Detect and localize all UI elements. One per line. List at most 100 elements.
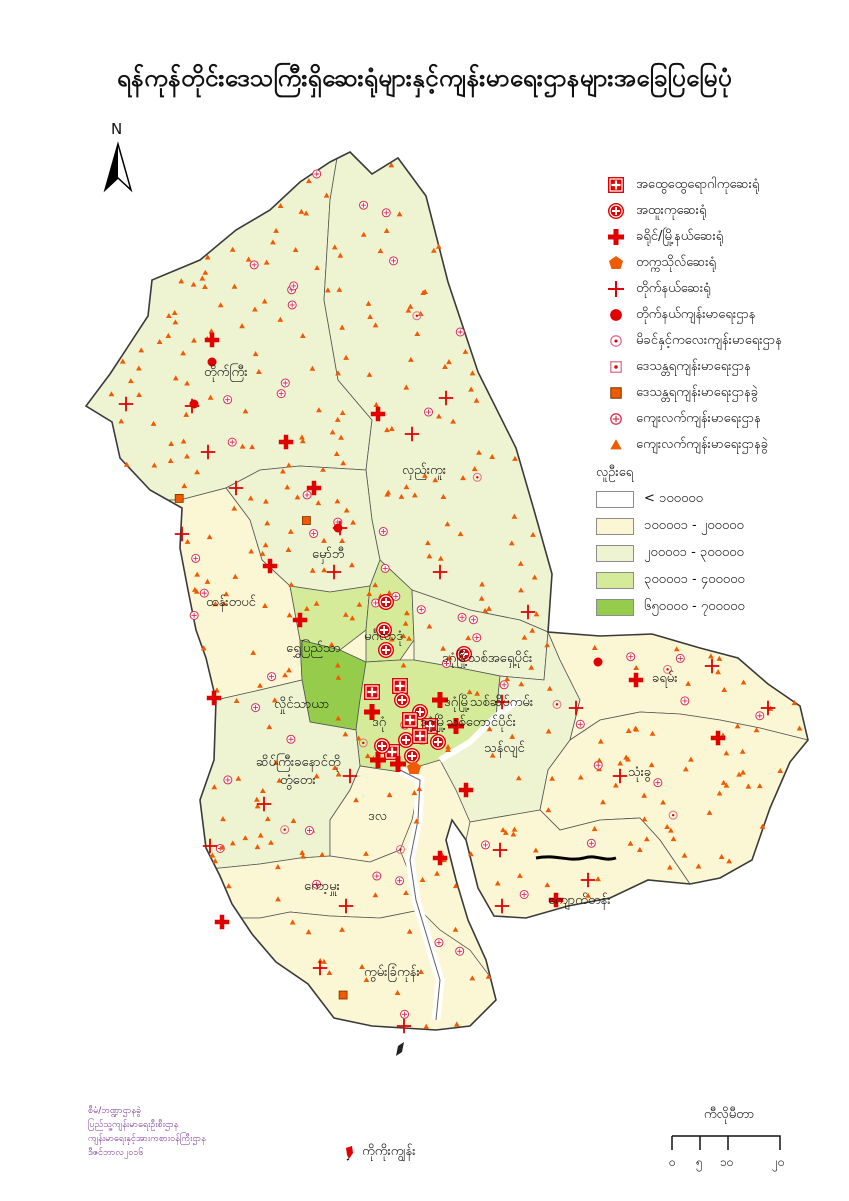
- triangle-icon: [339, 409, 346, 416]
- triangle-icon: [585, 892, 591, 898]
- triangle-icon: [517, 560, 524, 566]
- label-taikkyi: တိုက်ကြီး: [204, 363, 248, 382]
- triangle-icon: [479, 581, 485, 587]
- label-dala: ဒလ: [368, 809, 387, 824]
- triangle-icon: [486, 726, 493, 732]
- triangle-icon: [446, 654, 453, 660]
- thin-cross-icon: [202, 838, 218, 854]
- population-class-label: ၂၀၀၀၀၁ - ၃၀၀၀၀၀: [644, 545, 744, 560]
- triangle-icon: [414, 330, 421, 337]
- triangle-icon: [494, 880, 501, 886]
- triangle-icon: [335, 674, 342, 680]
- legend-item: ကျေးလက်ကျန်းမာရေးဌာန: [596, 406, 846, 432]
- circle-plus-icon: [395, 876, 405, 886]
- triangle-icon: [432, 477, 439, 483]
- triangle-icon: [388, 636, 395, 642]
- triangle-icon: [510, 831, 517, 837]
- triangle-icon: [452, 883, 459, 889]
- triangle-icon: [303, 210, 309, 216]
- circle-plus-icon: [519, 889, 529, 899]
- triangle-icon: [288, 581, 295, 587]
- label-kyauktan: ကျောက်တန်း: [548, 892, 611, 910]
- triangle-icon: [716, 655, 723, 661]
- bold-cross-icon: [458, 782, 474, 798]
- triangle-icon: [184, 538, 191, 544]
- triangle-icon: [791, 700, 798, 706]
- legend-item: တက္ကသိုလ်ဆေးရုံ: [596, 250, 846, 276]
- legend-population-title: လူဦးရေ: [596, 464, 634, 480]
- triangle-icon: [403, 384, 410, 390]
- triangle-icon: [314, 264, 320, 271]
- filled-dot-icon: [596, 304, 636, 326]
- triangle-icon: [209, 852, 216, 858]
- bold-cross-icon: [306, 480, 322, 496]
- triangle-icon: [342, 731, 349, 737]
- triangle-icon: [294, 494, 301, 500]
- triangle-icon: [708, 653, 714, 659]
- thin-cross-icon: [432, 564, 448, 580]
- label-mingaladon: မင်္ဂလာဒုံ: [364, 628, 403, 646]
- triangle-icon: [500, 827, 506, 833]
- triangle-icon: [688, 756, 694, 762]
- bold-cross-icon: [596, 226, 636, 248]
- triangle-icon: [339, 537, 345, 544]
- triangle-icon: [156, 338, 163, 345]
- triangle-icon: [229, 246, 236, 252]
- triangle-icon: [363, 850, 369, 856]
- population-swatch: [596, 599, 634, 616]
- circle-plus-icon: [276, 389, 286, 399]
- triangle-icon: [252, 306, 258, 312]
- ring-dot-icon: [663, 664, 673, 674]
- triangle-icon: [220, 816, 226, 822]
- triangle-icon: [405, 307, 412, 313]
- label-kayan: ခရမ်း: [652, 670, 678, 688]
- triangle-icon: [422, 288, 428, 294]
- triangle-icon: [193, 588, 200, 594]
- triangle-icon: [721, 686, 728, 692]
- triangle-icon: [396, 211, 403, 217]
- triangle-icon: [321, 567, 327, 573]
- triangle-icon: [181, 483, 188, 489]
- bold-cross-icon: [548, 892, 564, 908]
- circle-plus-icon: [302, 490, 312, 500]
- legend-item-label: အထွေထွေရောဂါကုဆေးရုံ: [636, 176, 760, 192]
- thin-cross-icon: [760, 700, 776, 716]
- circled-cross-icon: [378, 642, 394, 658]
- legend-item: ကျေးလက်ကျန်းမာရေးဌာနခွဲ: [596, 432, 846, 458]
- triangle-icon: [796, 725, 803, 731]
- triangle-icon: [591, 644, 598, 650]
- triangle-icon: [123, 461, 130, 467]
- circle-plus-icon: [468, 615, 478, 625]
- township-labels: တိုက်ကြီး လှည်းကူး မှော်ဘီ ထန်းတပင် ရွှေ…: [204, 363, 678, 982]
- north-label: N: [111, 120, 123, 138]
- triangle-icon: [219, 844, 226, 850]
- triangle-icon: [641, 816, 648, 822]
- triangle-icon: [444, 521, 451, 527]
- triangle-icon: [239, 443, 246, 449]
- label-dagonmyothit-north: ဒဂုံမြို့သစ်အရှေ့ပိုင်း: [442, 649, 532, 668]
- triangle-icon: [165, 332, 172, 338]
- triangle-icon: [329, 429, 336, 435]
- triangle-icon: [716, 790, 723, 796]
- label-htantabin: ထန်းတပင်: [206, 594, 257, 612]
- triangle-icon: [643, 836, 650, 842]
- circle-plus-icon: [199, 588, 209, 598]
- circled-cross-icon: [374, 738, 390, 754]
- thin-cross-icon: [492, 842, 508, 858]
- triangle-icon: [343, 354, 349, 360]
- triangle-icon: [462, 348, 469, 354]
- inset-label: ကိုကိုးကျွန်း: [362, 1144, 416, 1159]
- triangle-icon: [232, 573, 239, 579]
- triangle-icon: [388, 162, 395, 168]
- triangle-icon: [287, 528, 294, 534]
- triangle-icon: [207, 394, 214, 400]
- inset-island-icon: [346, 1145, 353, 1161]
- triangle-icon: [247, 495, 254, 501]
- triangle-icon: [422, 472, 428, 478]
- triangle-icon: [403, 889, 409, 896]
- triangle-icon: [398, 493, 405, 499]
- label-kungyangon: ကွမ်းခြံကုန်း: [364, 963, 420, 982]
- triangle-icon: [530, 531, 536, 537]
- triangle-icon: [511, 513, 518, 519]
- orange-square-icon: [596, 382, 636, 404]
